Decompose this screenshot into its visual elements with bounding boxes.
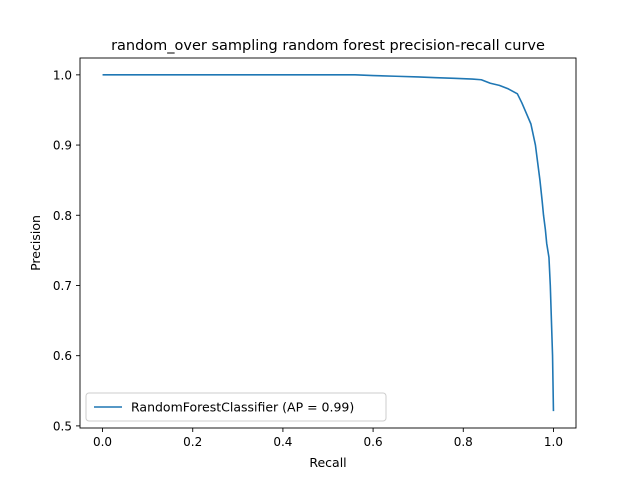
y-tick-label: 1.0 — [53, 68, 72, 82]
x-axis-label: Recall — [309, 455, 346, 470]
y-tick-label: 0.7 — [53, 279, 72, 293]
y-axis-label: Precision — [28, 215, 43, 271]
legend: RandomForestClassifier (AP = 0.99) — [85, 392, 387, 422]
axes-frame — [79, 57, 577, 429]
x-tick-label: 0.0 — [93, 435, 112, 449]
series-line-0 — [102, 74, 555, 412]
y-tick-label: 0.5 — [53, 419, 72, 433]
plot-area — [102, 74, 555, 412]
legend-box — [85, 392, 387, 422]
x-tick-label: 1.0 — [544, 435, 563, 449]
legend-label: RandomForestClassifier (AP = 0.99) — [131, 400, 354, 415]
chart-title: random_over sampling random forest preci… — [111, 38, 545, 54]
axis-ticks: 0.0 0.2 0.4 0.6 0.8 1.0 0.5 0.6 0.7 0.8 0.9 1.0 — [53, 68, 563, 449]
x-tick-label: 0.6 — [364, 435, 383, 449]
x-tick-label: 0.2 — [183, 435, 202, 449]
x-tick-label: 0.4 — [273, 435, 292, 449]
y-tick-label: 0.6 — [53, 349, 72, 363]
y-tick-label: 0.8 — [53, 209, 72, 223]
y-tick-label: 0.9 — [53, 139, 72, 153]
x-tick-label: 0.8 — [454, 435, 473, 449]
